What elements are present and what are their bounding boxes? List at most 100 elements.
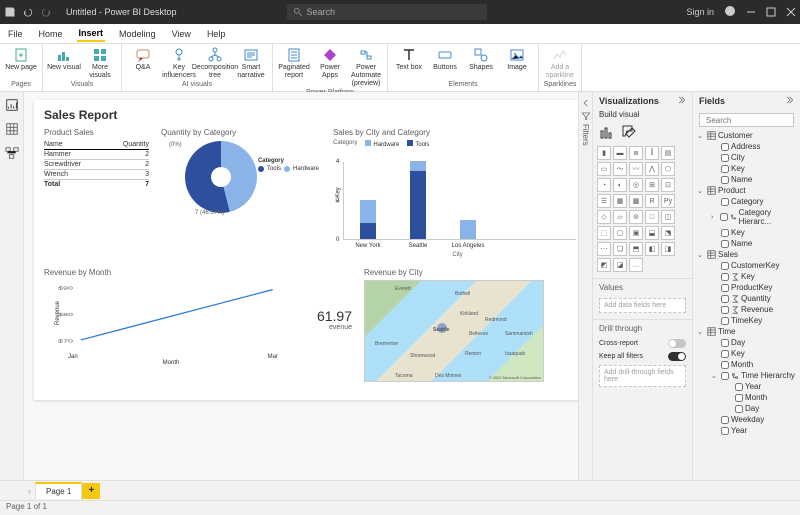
visual-type-icon[interactable]: 〰 <box>629 162 643 176</box>
close-icon[interactable] <box>786 7 796 17</box>
visual-type-icon[interactable]: ☰ <box>597 194 611 208</box>
field-customerkey[interactable]: CustomerKey <box>697 260 796 271</box>
visual-type-icon[interactable]: ▱ <box>613 210 627 224</box>
field-address[interactable]: Address <box>697 141 796 152</box>
visual-type-icon[interactable]: ◇ <box>597 210 611 224</box>
ribbon-q-a[interactable]: Q&A <box>126 46 160 73</box>
field-category[interactable]: Category <box>697 196 796 207</box>
report-page[interactable]: Sales Report Product Sales NameQuantityH… <box>34 100 578 400</box>
fields-search[interactable] <box>699 113 794 127</box>
table-customer[interactable]: ⌄Customer <box>697 130 796 141</box>
field-revenue[interactable]: Revenue <box>697 304 796 315</box>
model-view-icon[interactable] <box>5 146 19 160</box>
minimize-icon[interactable] <box>746 7 756 17</box>
visual-type-icon[interactable]: ▤ <box>661 146 675 160</box>
sales-by-city-bars[interactable]: Sales by City and Category CategoryHardw… <box>333 128 578 258</box>
table-sales[interactable]: ⌄Sales <box>697 249 796 260</box>
avatar-icon[interactable] <box>724 5 736 19</box>
field-key[interactable]: Key <box>697 227 796 238</box>
visual-type-icon[interactable]: ⬚ <box>597 226 611 240</box>
filters-pane-collapsed[interactable]: Filters <box>578 92 592 498</box>
table-product[interactable]: ⌄Product <box>697 185 796 196</box>
field-timekey[interactable]: TimeKey <box>697 315 796 326</box>
visual-type-icon[interactable]: 〜 <box>613 162 627 176</box>
collapse-icon[interactable] <box>676 95 686 107</box>
field-name[interactable]: Name <box>697 238 796 249</box>
field-city[interactable]: City <box>697 152 796 163</box>
visual-type-icon[interactable]: Py <box>661 194 675 208</box>
visual-type-icon[interactable]: R <box>645 194 659 208</box>
keep-filters-toggle[interactable] <box>668 352 686 361</box>
tab-home[interactable]: Home <box>37 27 65 41</box>
field-key[interactable]: Key <box>697 348 796 359</box>
tabs-chevron-left-icon[interactable]: ‹ <box>24 486 35 496</box>
build-visual-icon[interactable] <box>599 124 615 140</box>
field-year[interactable]: Year <box>697 381 796 392</box>
visual-type-icon[interactable]: ⊞ <box>645 178 659 192</box>
quantity-by-category-pie[interactable]: Quantity by Category (0%) 7 (46.67%) Cat… <box>161 128 321 258</box>
field-quantity[interactable]: Quantity <box>697 293 796 304</box>
tab-help[interactable]: Help <box>205 27 228 41</box>
visual-type-icon[interactable]: ◐ <box>613 178 627 192</box>
visual-type-icon[interactable]: ◨ <box>661 242 675 256</box>
ribbon-new-visual[interactable]: New visual <box>47 46 81 73</box>
maximize-icon[interactable] <box>766 7 776 17</box>
visual-type-icon[interactable]: ◧ <box>645 242 659 256</box>
ribbon-new-page[interactable]: New page <box>4 46 38 73</box>
save-icon[interactable] <box>4 6 16 18</box>
ribbon-power-apps[interactable]: Power Apps <box>313 46 347 81</box>
sign-in[interactable]: Sign in <box>686 7 714 17</box>
visual-type-icon[interactable]: □ <box>645 210 659 224</box>
undo-icon[interactable] <box>22 6 34 18</box>
drillthrough-dropzone[interactable]: Add drill-through fields here <box>599 365 686 387</box>
table-time[interactable]: ⌄Time <box>697 326 796 337</box>
tab-modeling[interactable]: Modeling <box>117 27 158 41</box>
values-dropzone[interactable]: Add data fields here <box>599 298 686 313</box>
tab-insert[interactable]: Insert <box>77 26 106 42</box>
ribbon-decomposition-tree[interactable]: Decomposition tree <box>198 46 232 81</box>
visual-type-icon[interactable]: ◎ <box>629 178 643 192</box>
product-sales-table[interactable]: Product Sales NameQuantityHammer2Screwdr… <box>44 128 149 258</box>
ribbon-shapes[interactable]: Shapes <box>464 46 498 73</box>
visual-type-icon[interactable]: ⬔ <box>661 226 675 240</box>
field-month[interactable]: Month <box>697 392 796 403</box>
visual-type-icon[interactable]: ⊡ <box>661 178 675 192</box>
visual-type-icon[interactable]: ▭ <box>597 162 611 176</box>
visual-type-icon[interactable]: ⊘ <box>629 210 643 224</box>
field-day[interactable]: Day <box>697 337 796 348</box>
visual-type-icon[interactable]: ⋯ <box>597 242 611 256</box>
visual-type-icon[interactable]: ▣ <box>629 226 643 240</box>
visual-type-icon[interactable]: ⬓ <box>645 226 659 240</box>
ribbon-power-automate-preview-[interactable]: Power Automate (preview) <box>349 46 383 89</box>
visual-type-icon[interactable]: ◪ <box>613 258 627 272</box>
visual-type-icon[interactable]: ◩ <box>597 258 611 272</box>
canvas[interactable]: Sales Report Product Sales NameQuantityH… <box>24 92 578 498</box>
format-visual-icon[interactable] <box>621 124 637 140</box>
field-key[interactable]: Key <box>697 163 796 174</box>
ribbon-paginated-report[interactable]: Paginated report <box>277 46 311 81</box>
visual-type-icon[interactable]: ▮ <box>597 146 611 160</box>
field-year[interactable]: Year <box>697 425 796 436</box>
data-view-icon[interactable] <box>5 122 19 136</box>
visual-type-icon[interactable]: ▩ <box>629 194 643 208</box>
redo-icon[interactable] <box>40 6 52 18</box>
field-weekday[interactable]: Weekday <box>697 414 796 425</box>
add-page-button[interactable]: + <box>82 483 100 499</box>
ribbon-buttons[interactable]: Buttons <box>428 46 462 73</box>
visual-type-icon[interactable]: ⬡ <box>661 162 675 176</box>
revenue-by-month-line[interactable]: Revenue by Month Revenue $90 $80 $70 Jan… <box>44 268 284 382</box>
ribbon-smart-narrative[interactable]: Smart narrative <box>234 46 268 81</box>
visual-type-icon[interactable]: ⋀ <box>645 162 659 176</box>
revenue-by-city-map[interactable]: Revenue by City © 2022 Microsoft Corpora… <box>364 268 578 382</box>
field-month[interactable]: Month <box>697 359 796 370</box>
visual-type-icon[interactable]: ▦ <box>613 194 627 208</box>
field-key[interactable]: Key <box>697 271 796 282</box>
visual-type-icon[interactable]: … <box>629 258 643 272</box>
tab-view[interactable]: View <box>170 27 193 41</box>
ribbon-more-visuals[interactable]: More visuals <box>83 46 117 81</box>
search-bar[interactable]: Search <box>287 4 487 20</box>
ribbon-text-box[interactable]: Text box <box>392 46 426 73</box>
visual-type-icon[interactable]: ◔ <box>597 178 611 192</box>
visual-type-icon[interactable]: ▬ <box>613 146 627 160</box>
visual-type-icon[interactable]: ≣ <box>629 146 643 160</box>
